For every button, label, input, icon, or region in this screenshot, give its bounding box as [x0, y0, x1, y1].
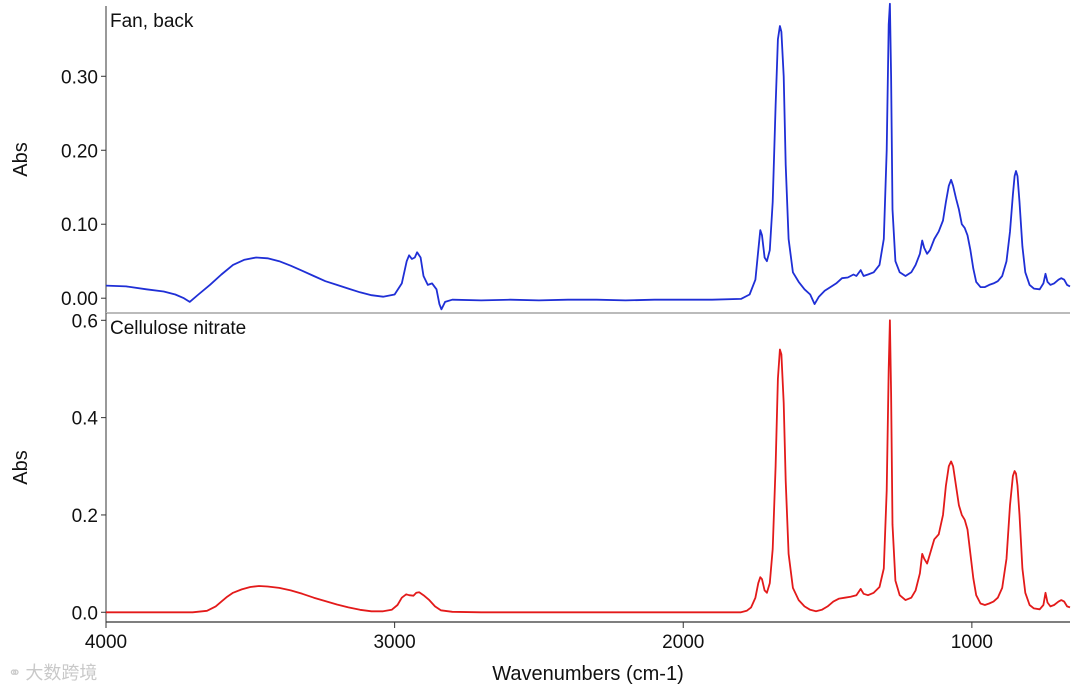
bottom-y-tick-label: 0.0 [72, 603, 98, 624]
x-tick-label: 4000 [85, 632, 127, 653]
top-y-tick-label: 0.20 [61, 141, 98, 162]
top-y-tick-label: 0.00 [61, 289, 98, 310]
watermark-text: 大数跨境 [25, 663, 98, 684]
top-y-tick-label: 0.30 [61, 67, 98, 88]
bottom-y-tick-label: 0.6 [72, 311, 98, 332]
x-tick-label: 1000 [951, 632, 993, 653]
x-tick-label: 3000 [373, 632, 415, 653]
top-y-tick-label: 0.10 [61, 215, 98, 236]
bottom-y-tick-label: 0.2 [72, 506, 98, 527]
bottom-y-axis-label: Abs [10, 450, 32, 484]
top-spectrum-line [105, 2, 1071, 311]
x-axis-label: Wavenumbers (cm-1) [492, 663, 684, 685]
bottom-y-tick-label: 0.4 [72, 409, 99, 430]
bottom-spectrum-line [106, 319, 1071, 614]
bottom-panel: 0.0 0.2 0.4 0.6 4000 3000 2000 1000 Abs Cellulose… [10, 311, 1071, 653]
chat-bubble-icon: ⚭ [8, 662, 22, 682]
x-tick-label: 2000 [662, 632, 704, 653]
top-panel-title: Fan, back [110, 11, 194, 32]
bottom-panel-title: Cellulose nitrate [110, 318, 246, 339]
watermark: ⚭ 大数跨境 [8, 659, 97, 685]
top-y-axis-label: Abs [10, 142, 32, 176]
top-panel: 0.00 0.10 0.20 0.30 Abs Fan, back [10, 2, 1071, 314]
